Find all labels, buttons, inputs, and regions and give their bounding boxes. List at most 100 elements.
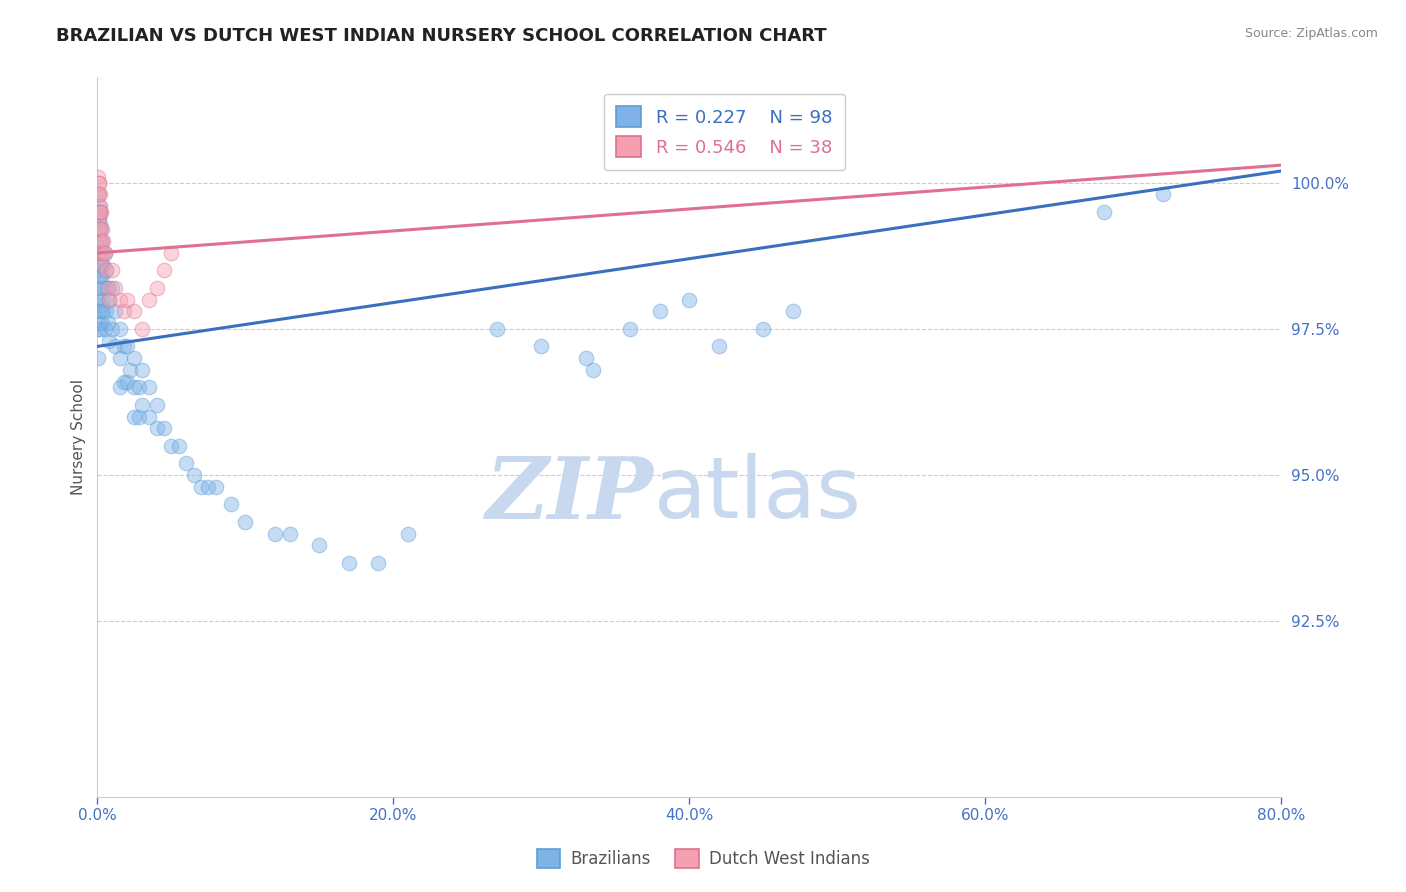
Point xyxy=(308,538,330,552)
Point xyxy=(96,304,118,318)
Point xyxy=(94,245,117,260)
Point xyxy=(582,363,605,377)
Point xyxy=(128,380,150,394)
Point xyxy=(87,211,110,225)
Point xyxy=(153,421,176,435)
Point xyxy=(782,304,804,318)
Point xyxy=(87,176,110,190)
Point xyxy=(90,316,112,330)
Point xyxy=(648,304,671,318)
Point xyxy=(118,363,141,377)
Text: atlas: atlas xyxy=(654,453,862,536)
Point xyxy=(90,222,112,236)
Point xyxy=(89,222,111,236)
Point xyxy=(108,293,131,307)
Point xyxy=(89,269,111,284)
Legend: Brazilians, Dutch West Indians: Brazilians, Dutch West Indians xyxy=(530,842,876,875)
Point xyxy=(485,322,508,336)
Point xyxy=(89,199,111,213)
Point xyxy=(87,187,110,202)
Point xyxy=(89,205,111,219)
Point xyxy=(101,281,124,295)
Point xyxy=(1092,205,1115,219)
Point xyxy=(530,339,553,353)
Point xyxy=(89,234,111,248)
Text: ZIP: ZIP xyxy=(486,453,654,536)
Point xyxy=(89,263,111,277)
Point xyxy=(138,409,160,424)
Point xyxy=(87,240,110,254)
Point xyxy=(97,281,120,295)
Point xyxy=(101,322,124,336)
Point xyxy=(87,293,110,307)
Point xyxy=(98,334,121,348)
Point xyxy=(112,304,135,318)
Point xyxy=(90,258,112,272)
Point xyxy=(89,187,111,202)
Point xyxy=(128,409,150,424)
Point xyxy=(145,398,167,412)
Point xyxy=(367,556,389,570)
Point xyxy=(678,293,700,307)
Point xyxy=(90,205,112,219)
Point xyxy=(124,409,146,424)
Point xyxy=(87,187,110,202)
Point xyxy=(94,245,117,260)
Point xyxy=(87,169,110,184)
Point xyxy=(233,515,256,529)
Point xyxy=(89,234,111,248)
Text: BRAZILIAN VS DUTCH WEST INDIAN NURSERY SCHOOL CORRELATION CHART: BRAZILIAN VS DUTCH WEST INDIAN NURSERY S… xyxy=(56,27,827,45)
Legend: R = 0.227    N = 98, R = 0.546    N = 38: R = 0.227 N = 98, R = 0.546 N = 38 xyxy=(603,94,845,169)
Point xyxy=(97,281,120,295)
Point xyxy=(153,263,176,277)
Point xyxy=(115,293,138,307)
Point xyxy=(87,263,110,277)
Point xyxy=(1152,187,1174,202)
Point xyxy=(87,281,110,295)
Point xyxy=(98,293,121,307)
Point xyxy=(87,234,110,248)
Point xyxy=(96,263,118,277)
Point xyxy=(131,398,153,412)
Point xyxy=(89,211,111,225)
Point xyxy=(124,304,146,318)
Text: Source: ZipAtlas.com: Source: ZipAtlas.com xyxy=(1244,27,1378,40)
Point xyxy=(190,480,212,494)
Point xyxy=(90,222,112,236)
Point xyxy=(90,298,112,312)
Point xyxy=(87,245,110,260)
Point xyxy=(112,375,135,389)
Point xyxy=(174,456,197,470)
Point xyxy=(204,480,226,494)
Point xyxy=(97,316,120,330)
Point xyxy=(89,234,111,248)
Point xyxy=(619,322,641,336)
Point xyxy=(90,258,112,272)
Point xyxy=(138,380,160,394)
Point xyxy=(89,222,111,236)
Point xyxy=(87,281,110,295)
Point xyxy=(91,234,114,248)
Point xyxy=(115,375,138,389)
Point xyxy=(91,293,114,307)
Point xyxy=(91,245,114,260)
Point xyxy=(219,497,242,511)
Point xyxy=(89,205,111,219)
Point xyxy=(337,556,360,570)
Point xyxy=(87,316,110,330)
Point xyxy=(145,421,167,435)
Point xyxy=(87,222,110,236)
Point xyxy=(115,339,138,353)
Point xyxy=(87,222,110,236)
Point xyxy=(104,281,127,295)
Point xyxy=(87,205,110,219)
Point xyxy=(89,269,111,284)
Point xyxy=(90,234,112,248)
Point xyxy=(87,205,110,219)
Point xyxy=(278,526,301,541)
Point xyxy=(104,339,127,353)
Point xyxy=(145,281,167,295)
Point xyxy=(87,187,110,202)
Point xyxy=(96,263,118,277)
Point xyxy=(183,468,205,483)
